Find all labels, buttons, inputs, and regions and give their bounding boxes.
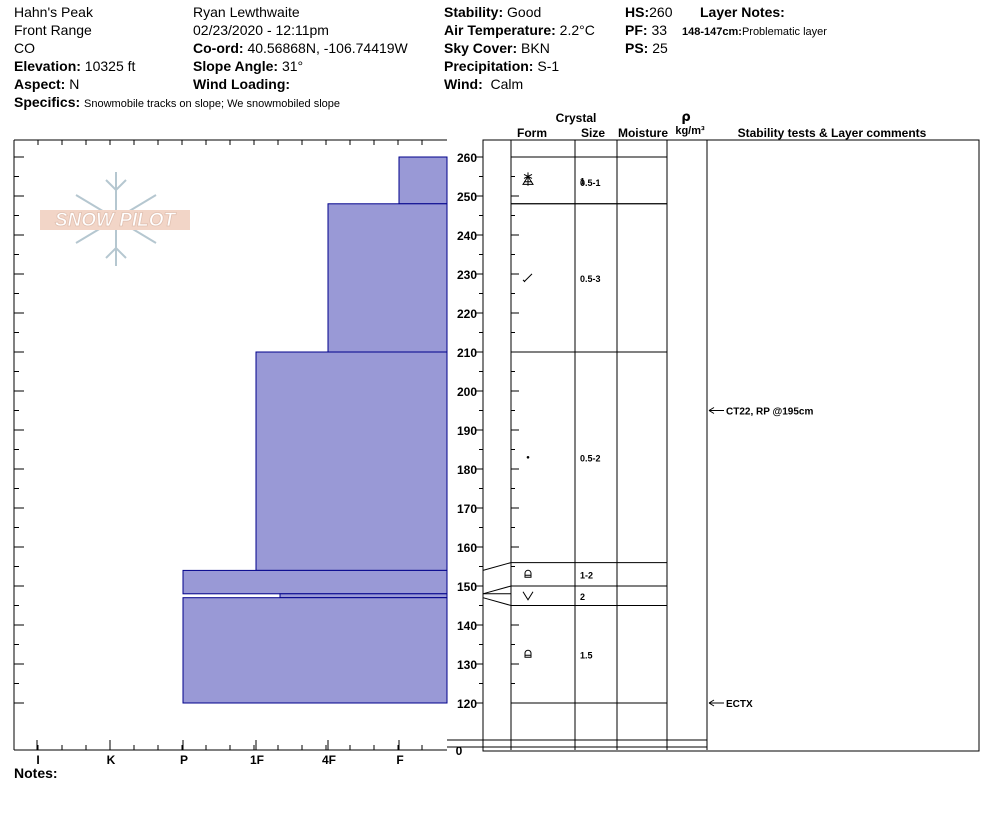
depth-tick-label: 190 bbox=[457, 424, 477, 438]
depth-tick-label: 180 bbox=[457, 463, 477, 477]
depth-axis: 120 130 140 150 160 170 180 190 200 210 220 230 240 2… bbox=[456, 140, 484, 758]
layer-connector bbox=[482, 585, 512, 595]
hardness-bar bbox=[279, 593, 448, 599]
hardness-bars bbox=[182, 156, 448, 704]
crystal-size-label: 1 bbox=[580, 176, 585, 186]
layer-notes-title: Layer Notes: bbox=[700, 4, 785, 20]
hardness-bar bbox=[182, 569, 448, 595]
crystal-size-label: 2 bbox=[580, 592, 585, 602]
depth-tick-label: 130 bbox=[457, 658, 477, 672]
ps-row: PS: 25 bbox=[625, 40, 668, 56]
x-tick-label: P bbox=[180, 753, 188, 767]
wind-row: Wind: Calm bbox=[444, 76, 524, 92]
crystal-size-label: 0.5-1 bbox=[580, 178, 601, 188]
crystal-rows: 10.5-1 0.5-3 0.5-2 1-2 2 1.5 bbox=[482, 156, 667, 704]
specifics-row: Specifics: Snowmobile tracks on slope; W… bbox=[14, 94, 341, 110]
precip-row: Precipitation: S-1 bbox=[444, 58, 560, 74]
layer-note-item: 148-147cm:Problematic layer bbox=[682, 26, 827, 38]
x-tick-label: K bbox=[107, 753, 116, 767]
depth-tick-label: 200 bbox=[457, 385, 477, 399]
depth-zero-label: 0 bbox=[456, 744, 463, 758]
form-header: Form bbox=[517, 126, 547, 140]
depth-tick-label: 220 bbox=[457, 307, 477, 321]
comment-arrow-icon bbox=[708, 699, 724, 707]
depth-tick-label: 150 bbox=[457, 580, 477, 594]
comment-arrow-icon bbox=[708, 407, 724, 414]
x-tick-label: 4F bbox=[322, 753, 336, 767]
crystal-size-label: 1.5 bbox=[580, 650, 593, 660]
aspect-row: Aspect: N bbox=[14, 76, 80, 92]
sky-row: Sky Cover: BKN bbox=[444, 40, 550, 56]
elevation-row: Elevation: 10325 ft bbox=[14, 58, 136, 74]
depth-tick-label: 170 bbox=[457, 502, 477, 516]
hardness-bar bbox=[398, 156, 448, 205]
layer-notes-block: Layer Notes: 148-147cm:Problematic layer bbox=[682, 3, 827, 41]
hardness-bar bbox=[182, 597, 448, 704]
crystal-form-icon bbox=[524, 569, 532, 578]
observation-datetime: 02/23/2020 - 12:11pm bbox=[193, 22, 329, 38]
crystal-size-label: 0.5-2 bbox=[580, 453, 601, 463]
layer-table bbox=[447, 139, 980, 752]
hs-row: HS:260 bbox=[625, 4, 673, 20]
crystal-form-icon bbox=[522, 273, 533, 283]
hardness-bar bbox=[327, 203, 448, 353]
x-tick-label: 1F bbox=[250, 753, 264, 767]
crystal-header: Crystal bbox=[556, 111, 597, 125]
crystal-form-icon bbox=[524, 177, 532, 186]
depth-tick-label: 250 bbox=[457, 190, 477, 204]
pf-row: PF: 33 bbox=[625, 22, 668, 38]
logo-text: SNOW PILOT bbox=[55, 210, 177, 231]
depth-tick-label: 140 bbox=[457, 619, 477, 633]
layer-connector bbox=[482, 562, 512, 571]
wind-loading-row: Wind Loading: bbox=[193, 76, 291, 92]
layer-connector bbox=[482, 597, 512, 606]
depth-tick-label: 240 bbox=[457, 229, 477, 243]
state-name: CO bbox=[14, 40, 35, 56]
stability-tests-header: Stability tests & Layer comments bbox=[738, 126, 927, 140]
range-name: Front Range bbox=[14, 22, 92, 38]
table-headers: Crystal Form Size Moisture ρ kg/m³ Stabi… bbox=[517, 110, 927, 140]
crystal-form-icon bbox=[522, 172, 534, 185]
observer-name: Ryan Lewthwaite bbox=[193, 4, 300, 20]
moisture-header: Moisture bbox=[618, 126, 668, 140]
snowpack-block: HS:260 PF: 33 PS: 25 bbox=[625, 3, 672, 57]
conditions-block: Stability: Good Air Temperature: 2.2°C S… bbox=[444, 3, 595, 93]
slope-row: Slope Angle: 31° bbox=[193, 58, 304, 74]
rho-header: ρ bbox=[681, 110, 690, 125]
size-header: Size bbox=[581, 126, 605, 140]
crystal-form-icon bbox=[524, 649, 532, 658]
depth-tick-label: 120 bbox=[457, 697, 477, 711]
crystal-size-label: 0.5-3 bbox=[580, 274, 601, 284]
location-name: Hahn's Peak bbox=[14, 4, 93, 20]
stability-comment: CT22, RP @195cm bbox=[726, 407, 813, 418]
hardness-bar bbox=[255, 351, 448, 571]
snowpilot-logo: SNOW PILOT bbox=[40, 172, 190, 266]
air-temp-row: Air Temperature: 2.2°C bbox=[444, 22, 595, 38]
crystal-form-icon bbox=[526, 456, 530, 459]
hardness-axis: I K P 1F 4F F bbox=[13, 140, 423, 767]
table-border bbox=[482, 139, 980, 752]
coord-row: Co-ord: 40.56868N, -106.74419W bbox=[193, 40, 408, 56]
stability-row: Stability: Good bbox=[444, 4, 542, 20]
x-tick-label: F bbox=[396, 753, 403, 767]
depth-tick-label: 210 bbox=[457, 346, 477, 360]
site-block: Hahn's Peak Front Range CO Elevation: 10… bbox=[14, 3, 340, 113]
depth-tick-label: 260 bbox=[457, 151, 477, 165]
stability-comment: ECTX bbox=[726, 699, 753, 710]
crystal-size-label: 1-2 bbox=[580, 570, 593, 580]
crystal-form-icon bbox=[522, 591, 534, 601]
depth-tick-label: 160 bbox=[457, 541, 477, 555]
observer-block: Ryan Lewthwaite 02/23/2020 - 12:11pm Co-… bbox=[193, 3, 408, 93]
notes-label: Notes: bbox=[14, 765, 58, 781]
density-unit-header: kg/m³ bbox=[675, 125, 705, 137]
stability-comments: CT22, RP @195cm ECTX bbox=[708, 407, 813, 710]
x-tick-label: I bbox=[36, 753, 39, 767]
depth-tick-label: 230 bbox=[457, 268, 477, 282]
